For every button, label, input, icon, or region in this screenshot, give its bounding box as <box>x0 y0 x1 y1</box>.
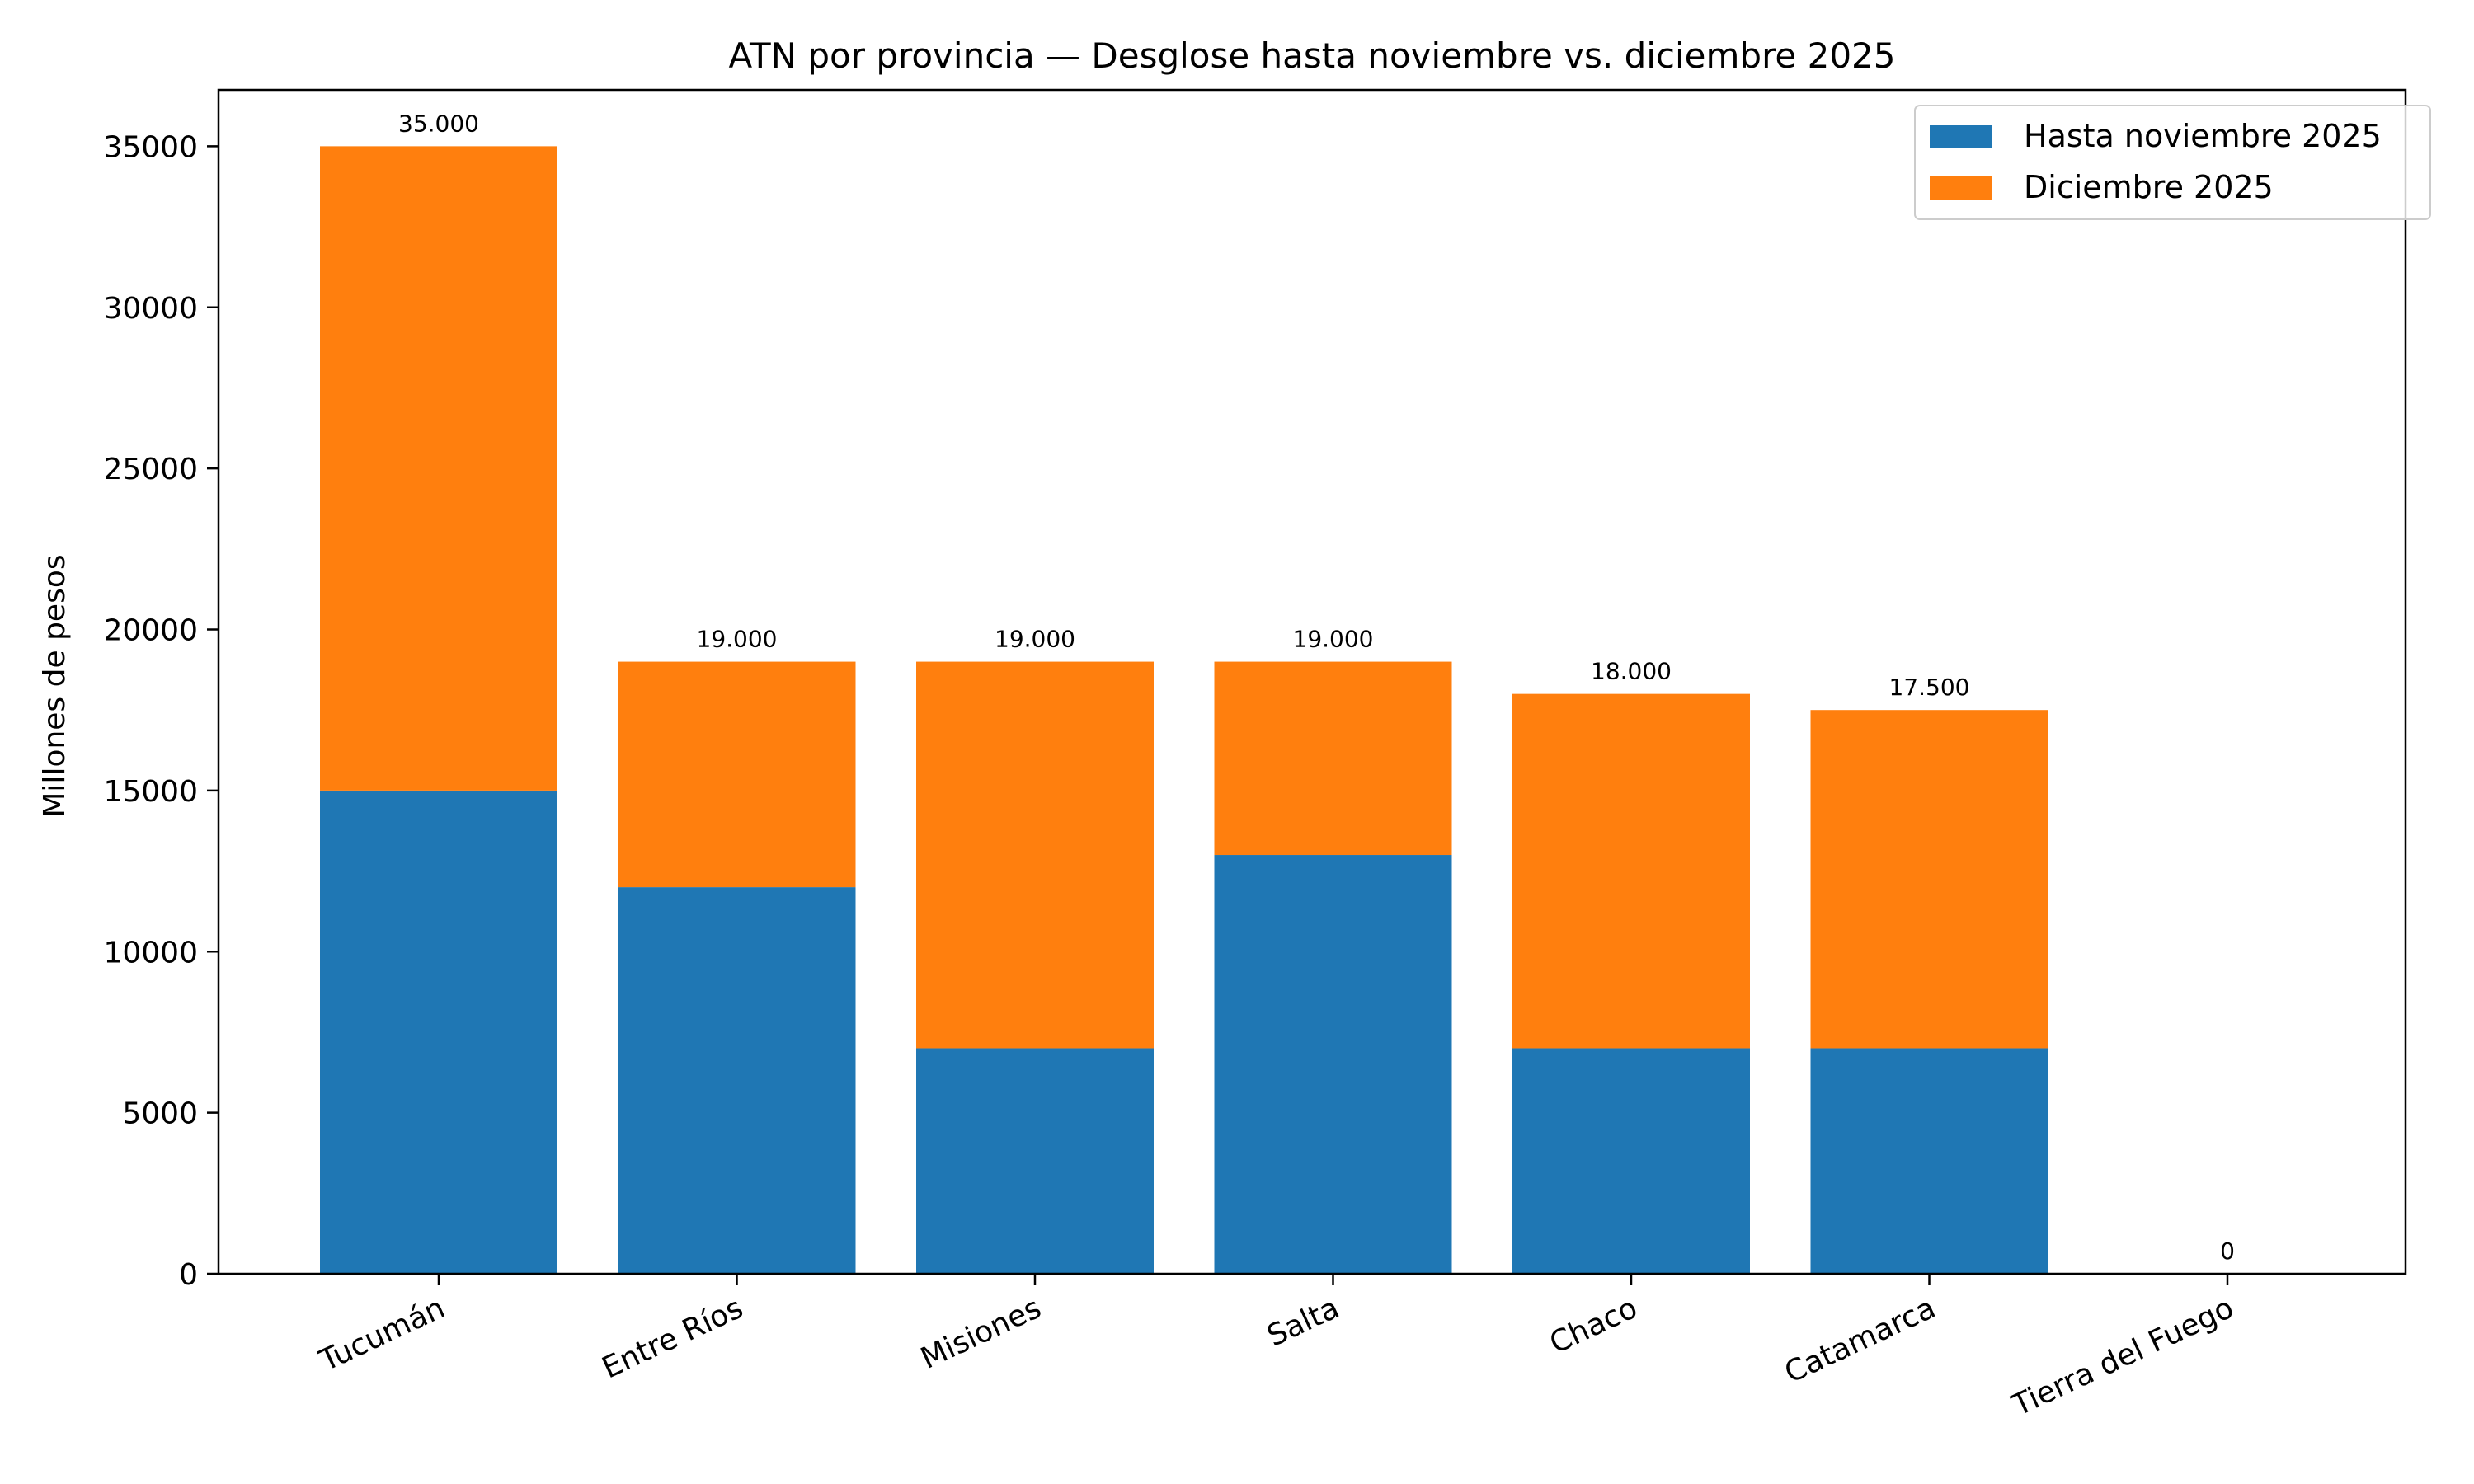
plot-frame <box>217 88 2407 1275</box>
y-axis-label: Millones de pesos <box>38 554 72 817</box>
total-label: 19.000 <box>995 626 1075 653</box>
x-tick-label: Entre Ríos <box>597 1291 748 1386</box>
x-tick-label: Salta <box>1262 1291 1344 1354</box>
total-label: 35.000 <box>398 110 479 137</box>
y-tick-label: 5000 <box>122 1097 198 1131</box>
y-tick-label: 15000 <box>103 775 198 809</box>
x-tick-label: Tucumán <box>314 1291 450 1378</box>
chart-title: ATN por provincia — Desglose hasta novie… <box>728 35 1895 76</box>
y-axis: 0 5000 10000 15000 20000 25000 30000 35000 <box>103 130 219 1292</box>
x-tick-label: Misiones <box>915 1291 1046 1376</box>
bar-diciembre <box>1810 710 2048 1049</box>
bar-diciembre <box>1512 693 1750 1049</box>
legend-swatch-hasta-noviembre <box>1930 125 1992 148</box>
y-tick-label: 0 <box>179 1258 198 1292</box>
bar-hasta-noviembre <box>1810 1048 2048 1274</box>
y-tick-label: 25000 <box>103 453 198 486</box>
x-tick-label: Tierra del Fuego <box>2006 1291 2239 1423</box>
y-tick-label: 30000 <box>103 292 198 326</box>
bar-hasta-noviembre <box>916 1048 1154 1274</box>
total-label: 18.000 <box>1591 658 1672 685</box>
total-label: 19.000 <box>697 626 778 653</box>
y-tick-label: 10000 <box>103 936 198 970</box>
bar-hasta-noviembre <box>618 887 856 1274</box>
total-label: 0 <box>2220 1237 2235 1265</box>
x-tick-label: Chaco <box>1545 1291 1643 1360</box>
legend-label-diciembre: Diciembre 2025 <box>2024 169 2274 205</box>
total-label: 19.000 <box>1293 626 1374 653</box>
bar-diciembre <box>320 146 557 791</box>
bars-layer <box>320 146 2048 1274</box>
x-tick-label: Catamarca <box>1780 1291 1940 1390</box>
data-labels-layer: 35.000 19.000 19.000 19.000 18.000 17.500 0 <box>398 110 2235 1265</box>
bar-hasta-noviembre <box>320 790 557 1274</box>
legend-box <box>1914 105 2431 220</box>
bar-hasta-noviembre <box>1214 855 1452 1274</box>
bar-diciembre <box>618 661 856 888</box>
legend: Hasta noviembre 2025 Diciembre 2025 <box>1914 105 2431 220</box>
legend-swatch-diciembre <box>1930 176 1992 200</box>
y-tick-label: 35000 <box>103 130 198 164</box>
x-axis: Tucumán Entre Ríos Misiones Salta Chaco Catam… <box>314 1274 2239 1423</box>
total-label: 17.500 <box>1889 674 1970 701</box>
y-tick-label: 20000 <box>103 614 198 648</box>
legend-label-hasta-noviembre: Hasta noviembre 2025 <box>2024 118 2382 154</box>
bar-diciembre <box>1214 661 1452 856</box>
bar-hasta-noviembre <box>1512 1048 1750 1274</box>
bar-diciembre <box>916 661 1154 1049</box>
